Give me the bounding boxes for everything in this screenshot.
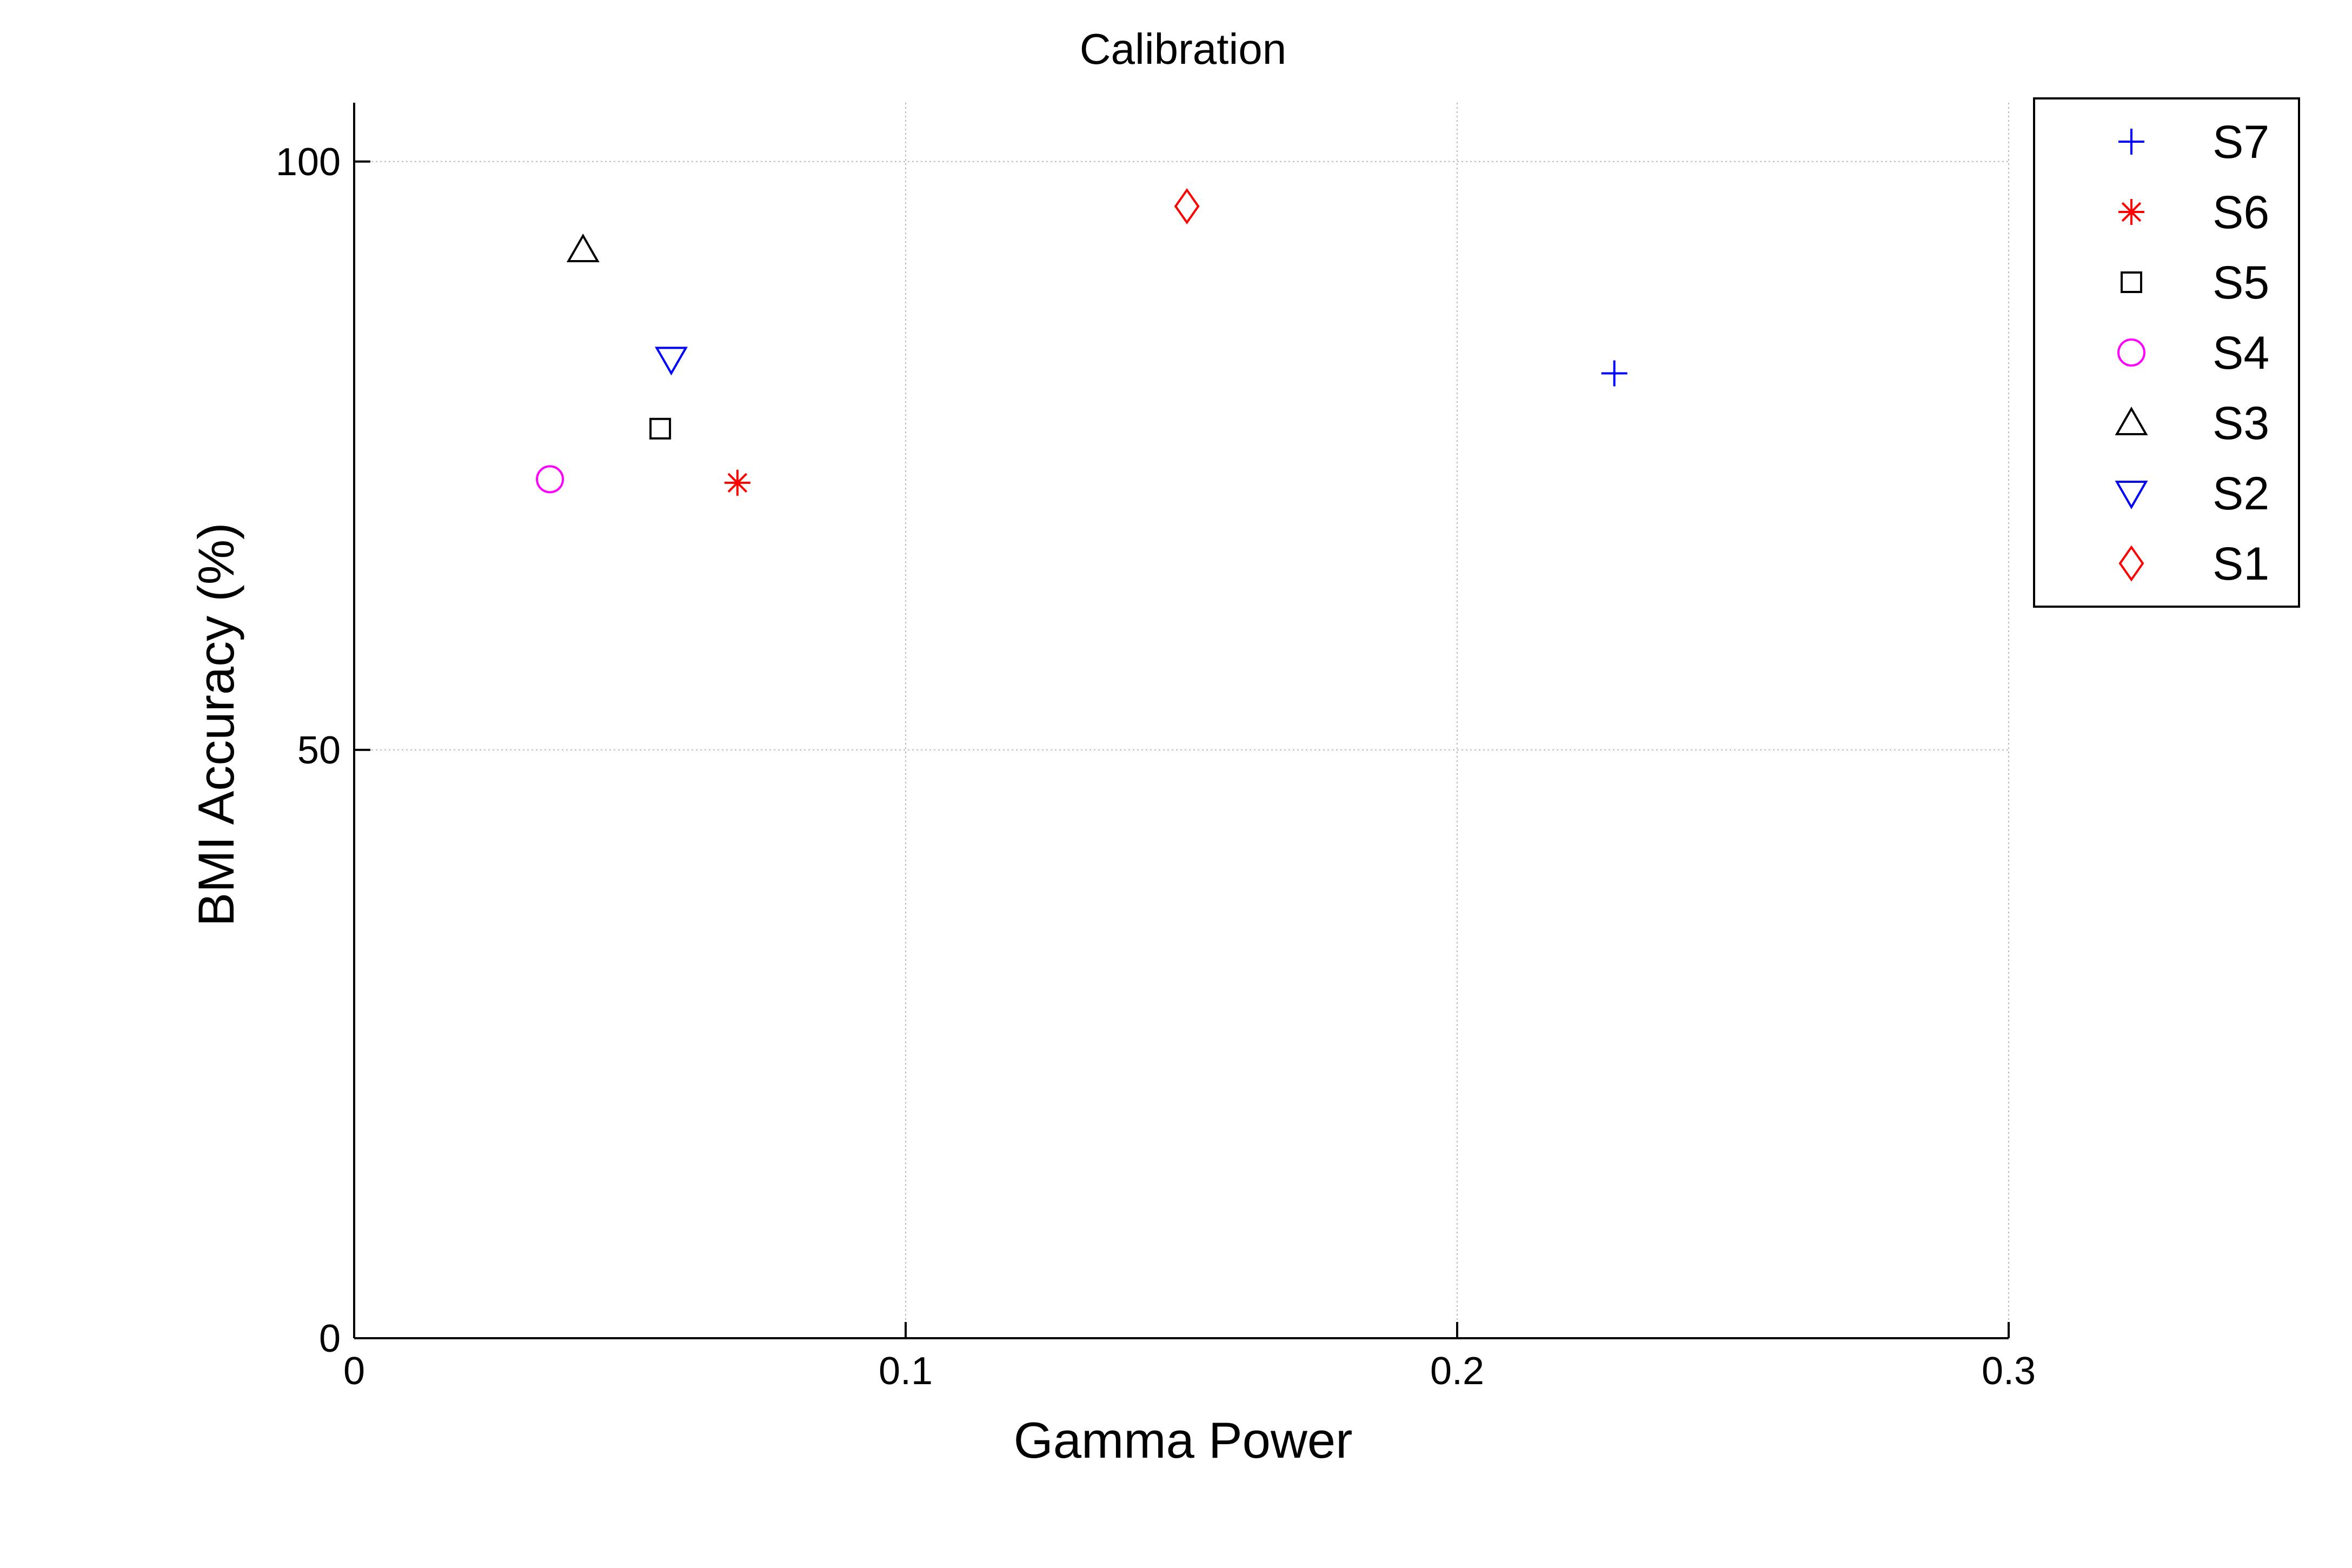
- axes: [353, 103, 2010, 1339]
- data-point-s7: [1601, 360, 1627, 387]
- data-point-s6: [724, 469, 750, 496]
- y-axis-label: BMI Accuracy (%): [188, 523, 244, 927]
- legend: S7 S6 S5 S4 S3 S2 S1: [2033, 97, 2300, 608]
- legend-marker-s1: [2118, 545, 2144, 582]
- legend-label: S2: [2213, 468, 2269, 520]
- legend-marker-s4: [2117, 338, 2145, 367]
- data-points: [536, 188, 1627, 496]
- data-point-s5: [649, 417, 672, 440]
- legend-marker-s5: [2121, 271, 2142, 293]
- y-tick-label: 0: [319, 1317, 341, 1360]
- legend-label: S1: [2213, 538, 2269, 590]
- legend-label: S4: [2213, 327, 2269, 379]
- x-tick-label: 0.1: [879, 1350, 933, 1393]
- y-tick-label: 50: [297, 729, 341, 772]
- legend-label: S7: [2213, 116, 2269, 168]
- data-point-s1: [1174, 188, 1200, 224]
- y-tick-label: 100: [276, 141, 341, 184]
- tick-labels: 0 0.1 0.2 0.3 0 50 100: [276, 141, 2036, 1393]
- data-point-s3: [566, 234, 600, 263]
- legend-box: [2033, 97, 2300, 608]
- legend-marker-s2: [2115, 481, 2148, 510]
- legend-marker-s7: [2118, 129, 2144, 155]
- legend-label: S5: [2213, 257, 2269, 309]
- x-tick-label: 0.3: [1982, 1350, 2036, 1393]
- legend-marker-s6: [2118, 199, 2144, 225]
- data-point-s4: [536, 465, 564, 494]
- data-point-s2: [655, 347, 688, 376]
- chart-title: Calibration: [1080, 25, 1286, 73]
- x-tick-label: 0.2: [1430, 1350, 1484, 1393]
- legend-label: S3: [2213, 397, 2269, 449]
- x-tick-label: 0: [343, 1350, 365, 1393]
- x-axis-label: Gamma Power: [1014, 1412, 1353, 1469]
- grid-lines: [354, 103, 2009, 1338]
- legend-marker-s3: [2115, 406, 2148, 435]
- legend-label: S6: [2213, 187, 2269, 238]
